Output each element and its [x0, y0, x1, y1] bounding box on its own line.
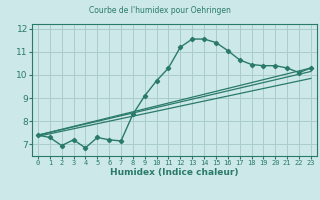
Text: Courbe de l'humidex pour Oehringen: Courbe de l'humidex pour Oehringen	[89, 6, 231, 15]
X-axis label: Humidex (Indice chaleur): Humidex (Indice chaleur)	[110, 168, 239, 177]
